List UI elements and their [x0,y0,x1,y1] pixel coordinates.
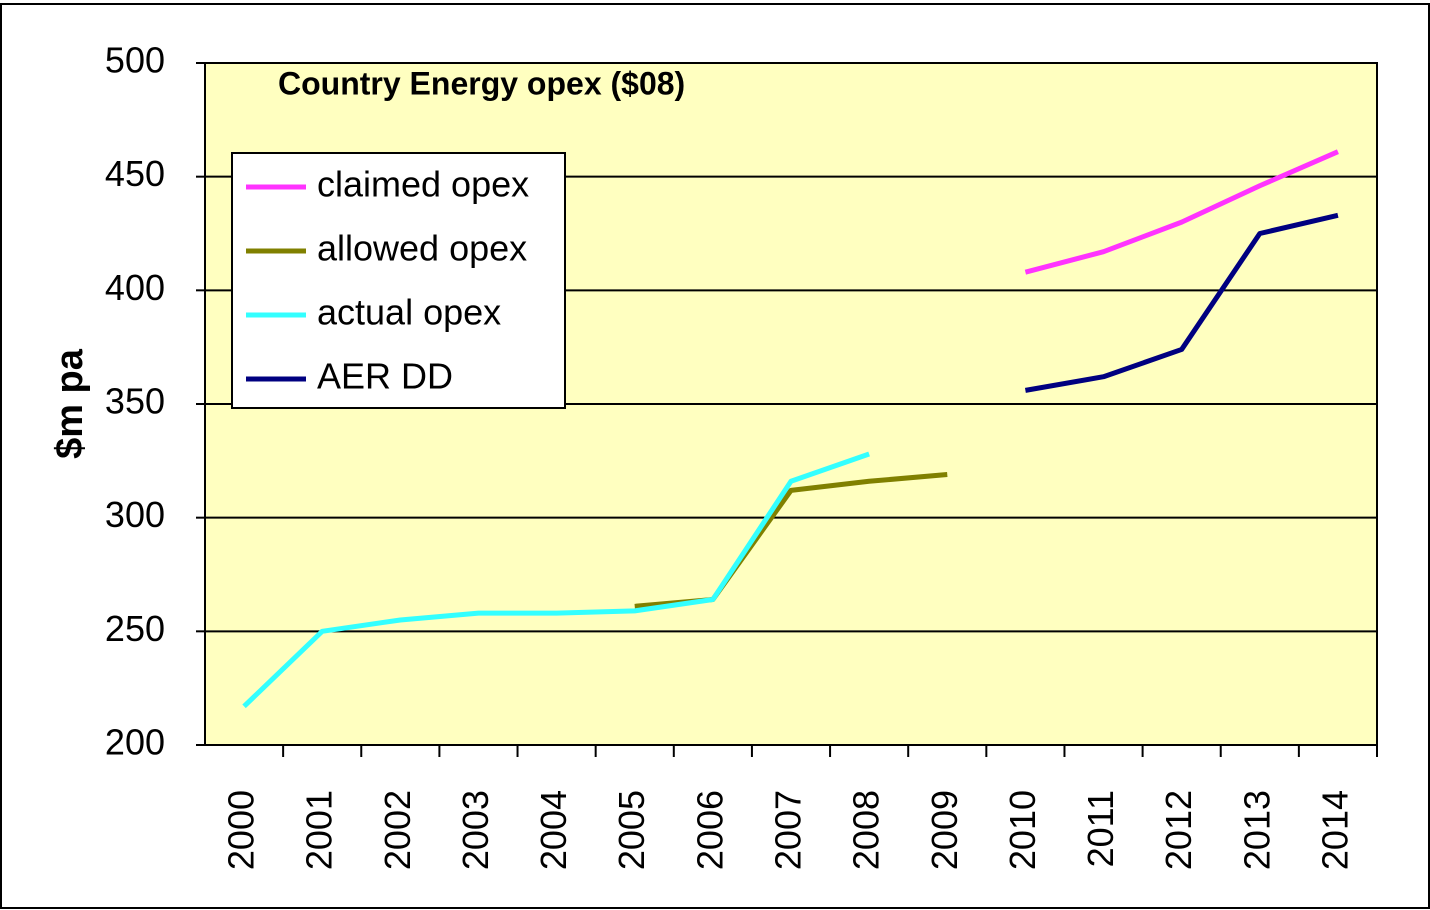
x-tick-label: 2005 [611,790,652,870]
x-tick-label: 2008 [846,790,887,870]
x-tick-label: 2011 [1080,790,1121,867]
x-tick-label: 2013 [1236,790,1277,870]
y-axis-label: $m pa [49,348,91,459]
x-tick-label: 2009 [924,790,965,870]
x-tick-label: 2007 [768,790,809,870]
y-tick-label: 450 [105,153,165,194]
series-line [1024,212,1339,393]
y-tick-label: 250 [105,608,165,649]
x-tick-label: 2002 [377,790,418,870]
series-line [1024,149,1339,275]
y-tick-label: 350 [105,381,165,422]
legend-box [231,152,566,409]
series-line [242,451,870,709]
legend-label: claimed opex [317,164,529,205]
chart-title: Country Energy opex ($08) [278,65,685,101]
y-tick-label: 500 [105,40,165,81]
x-tick-label: 2012 [1158,790,1199,870]
x-tick-label: 2000 [221,790,262,870]
legend-label: allowed opex [317,228,527,269]
x-tick-label: 2004 [533,790,574,870]
x-tick-label: 2001 [299,790,340,870]
x-tick-label: 2006 [689,790,730,870]
legend-label: actual opex [317,292,501,333]
x-tick-label: 2003 [455,790,496,870]
y-tick-label: 400 [105,267,165,308]
x-tick-label: 2014 [1314,790,1355,870]
y-tick-label: 300 [105,494,165,535]
x-tick-label: 2010 [1002,790,1043,870]
legend-label: AER DD [317,356,453,397]
y-tick-label: 200 [105,722,165,763]
